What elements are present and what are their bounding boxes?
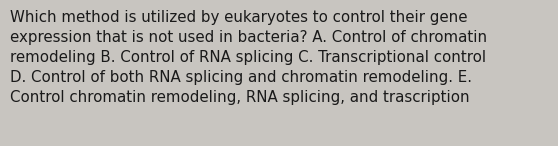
Text: Which method is utilized by eukaryotes to control their gene
expression that is : Which method is utilized by eukaryotes t… (10, 10, 487, 105)
